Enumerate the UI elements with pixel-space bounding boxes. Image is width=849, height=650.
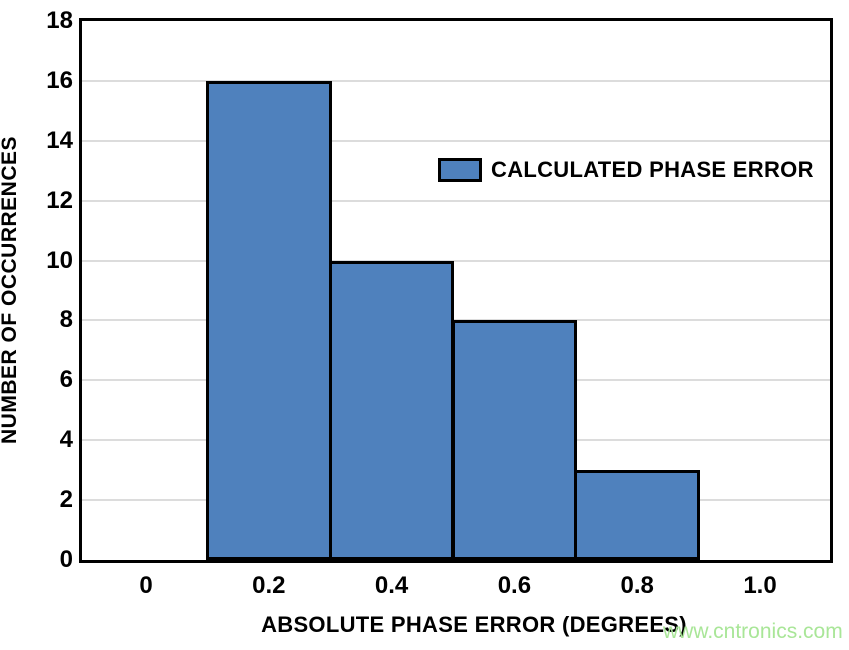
y-tick-label-10: 10 <box>46 246 73 274</box>
x-tick-label-1.0: 1.0 <box>743 572 777 599</box>
x-tick-label-0.6: 0.6 <box>497 572 532 599</box>
grid-line-y-14 <box>82 139 830 142</box>
watermark-text: www.cntronics.com <box>663 620 843 643</box>
legend-swatch-calculated-phase-error <box>438 158 482 182</box>
x-axis-title: ABSOLUTE PHASE ERROR (DEGREES) <box>261 612 687 637</box>
grid-line-y-16 <box>82 79 830 82</box>
legend: CALCULATED PHASE ERROR <box>438 155 814 185</box>
x-tick-label-0.4: 0.4 <box>374 572 409 599</box>
y-tick-label-6: 6 <box>59 366 73 394</box>
legend-label: CALCULATED PHASE ERROR <box>491 157 814 182</box>
y-tick-label-4: 4 <box>59 426 73 454</box>
y-tick-label-2: 2 <box>59 486 73 514</box>
x-tick-label-0.8: 0.8 <box>620 572 654 599</box>
y-tick-label-12: 12 <box>46 186 73 214</box>
y-tick-label-0: 0 <box>59 546 73 573</box>
y-tick-label-8: 8 <box>59 306 73 334</box>
y-tick-label-16: 16 <box>46 66 73 94</box>
histogram-bar-0.1-0.3 <box>205 80 332 560</box>
x-tick-label-0.2: 0.2 <box>252 572 286 599</box>
histogram-bar-0.3-0.5 <box>328 260 455 560</box>
histogram-bar-0.7-0.9 <box>574 470 701 560</box>
plot-area <box>79 18 833 563</box>
grid-line-y-12 <box>82 199 830 202</box>
histogram-bar-0.5-0.7 <box>451 320 578 560</box>
grid-line-y-10 <box>82 259 830 262</box>
y-axis-title-text: NUMBER OF OCCURRENCES <box>0 135 21 445</box>
x-tick-label-0: 0 <box>139 572 153 599</box>
y-tick-label-18: 18 <box>46 7 73 34</box>
y-tick-label-14: 14 <box>46 126 73 154</box>
